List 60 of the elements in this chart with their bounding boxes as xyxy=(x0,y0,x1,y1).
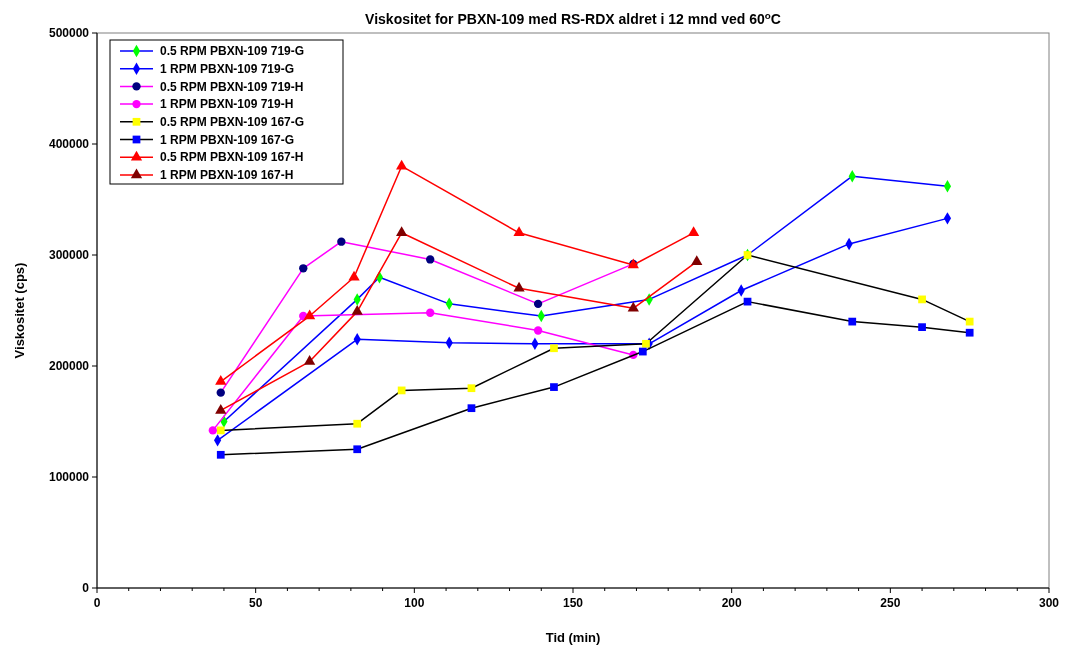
point xyxy=(691,255,703,265)
legend-label: 0.5 RPM PBXN-109 719-H xyxy=(160,79,304,94)
point xyxy=(467,404,476,413)
point xyxy=(337,237,346,246)
point xyxy=(426,255,435,264)
point xyxy=(216,388,225,397)
y-axis-title: Viskositet (cps) xyxy=(12,262,27,359)
y-tick-label: 400000 xyxy=(48,137,90,152)
point xyxy=(303,309,316,320)
point xyxy=(215,375,227,385)
point xyxy=(353,419,362,428)
point xyxy=(353,445,362,454)
y-tick-label: 500000 xyxy=(48,26,90,41)
x-tick-label: 250 xyxy=(880,596,901,610)
point xyxy=(467,384,476,393)
chart-title: Viskositet for PBXN-109 med RS-RDX aldret i 12 mnd ved 60$^{o}$C xyxy=(365,9,781,27)
x-tick-label: 0 xyxy=(93,596,101,610)
point xyxy=(215,403,227,414)
point xyxy=(687,226,700,237)
x-tick-label: 50 xyxy=(248,596,263,610)
legend-label: 1 RPM PBXN-109 719-H xyxy=(160,97,294,112)
x-tick-label: 100 xyxy=(404,596,425,610)
point xyxy=(397,386,406,395)
x-tick-label: 200 xyxy=(721,596,742,610)
point xyxy=(426,308,435,317)
x-axis-title: Tid (min) xyxy=(545,630,601,645)
point xyxy=(533,326,543,335)
legend-label: 0.5 RPM PBXN-109 719-G xyxy=(160,44,305,59)
point xyxy=(303,355,316,365)
y-tick-label: 0 xyxy=(82,581,90,596)
point xyxy=(638,347,647,356)
point xyxy=(918,323,926,332)
point xyxy=(550,383,558,391)
point xyxy=(965,317,974,326)
y-tick-label: 300000 xyxy=(48,248,90,263)
point xyxy=(550,344,558,353)
point xyxy=(918,295,926,304)
x-tick-label: 300 xyxy=(1038,596,1060,610)
point xyxy=(216,450,225,459)
point xyxy=(513,281,525,292)
legend-label: 1 RPM PBXN-109 719-G xyxy=(160,61,295,76)
legend-label: 0.5 RPM PBXN-109 167-G xyxy=(160,115,305,129)
point xyxy=(848,317,857,326)
legend-label: 1 RPM PBXN-109 167-G xyxy=(160,132,295,147)
x-tick-label: 150 xyxy=(562,596,584,610)
point xyxy=(965,328,974,337)
y-tick-label: 100000 xyxy=(48,470,90,485)
legend-label: 1 RPM PBXN-109 167-H xyxy=(160,168,294,183)
point xyxy=(216,426,225,435)
point xyxy=(627,301,639,312)
point xyxy=(208,426,218,435)
y-tick-label: 200000 xyxy=(48,359,90,374)
point xyxy=(299,264,308,273)
point xyxy=(348,270,360,281)
point xyxy=(396,159,408,170)
point xyxy=(396,226,408,237)
point xyxy=(351,305,363,315)
legend-label: 0.5 RPM PBXN-109 167-H xyxy=(160,150,304,165)
point xyxy=(533,299,543,309)
point xyxy=(513,226,525,237)
